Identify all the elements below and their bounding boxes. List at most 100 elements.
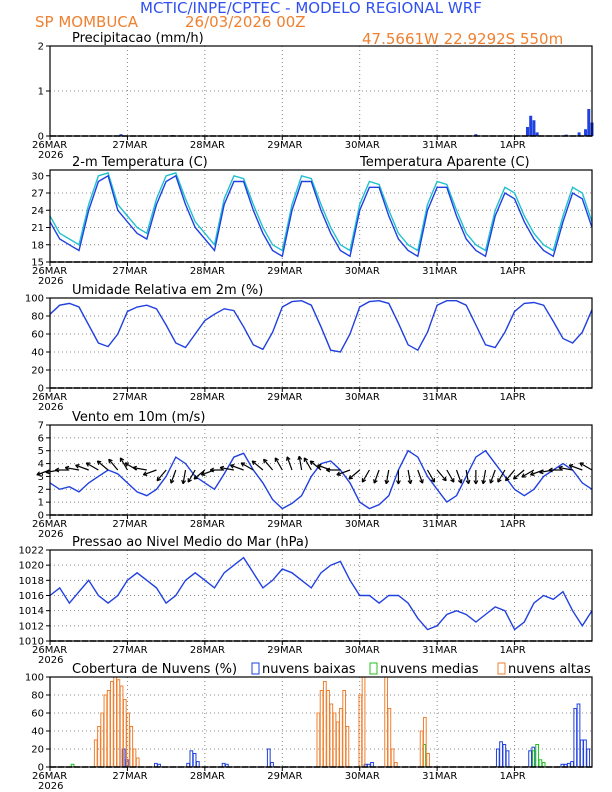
wind-arrow-head bbox=[450, 479, 455, 483]
y-tick-label: 80 bbox=[31, 312, 44, 323]
x-tick-label: 27MAR bbox=[112, 519, 147, 530]
wind-arrow bbox=[579, 462, 593, 471]
legend-swatch-nuvens-medias bbox=[369, 662, 378, 675]
y-tick-label: 30 bbox=[31, 171, 44, 182]
cloud-bar-nuvens-altas bbox=[332, 712, 337, 768]
panel-rh: 0 20 40 60 80 100 26MAR 27MAR 28MAR 29MAR 30MAR 31M… bbox=[25, 283, 593, 413]
x-tick-label: 27MAR bbox=[112, 392, 147, 403]
wind-arrow bbox=[297, 455, 303, 471]
wind-arrow bbox=[219, 465, 234, 471]
wind-arrow-head bbox=[263, 458, 268, 462]
wind-arrow-shaft bbox=[263, 458, 274, 471]
wind-arrow-head bbox=[219, 465, 225, 469]
wind-arrow-head bbox=[326, 467, 331, 471]
x-tick-label: 28MAR bbox=[190, 771, 225, 782]
wind-arrow-head bbox=[310, 460, 315, 463]
y-tick-label: 1022 bbox=[19, 546, 44, 557]
wind-arrow-shaft bbox=[170, 469, 177, 484]
wind-arrow-head bbox=[304, 457, 309, 461]
x-tick-label: 27MAR bbox=[112, 266, 147, 277]
wind-arrow bbox=[497, 469, 506, 483]
cloud-bar-nuvens-altas bbox=[384, 676, 388, 768]
precip-bar bbox=[577, 132, 581, 136]
wind-arrow bbox=[446, 469, 455, 483]
x-tick-label: 26MAR bbox=[32, 645, 67, 656]
y-tick-label: 80 bbox=[31, 691, 44, 702]
cloud-bar-nuvens-altas bbox=[126, 712, 130, 768]
cloud-bar-nuvens-baixas bbox=[573, 708, 578, 768]
cloud-bar-nuvens-altas bbox=[113, 676, 117, 768]
wind-arrow bbox=[85, 462, 99, 471]
x-tick-label: 26MAR bbox=[32, 266, 67, 277]
x-year-label: 2026 bbox=[38, 276, 63, 287]
y-tick-label: 3 bbox=[38, 472, 44, 483]
cloud-bar-nuvens-medias bbox=[532, 750, 536, 768]
wind-arrow bbox=[187, 469, 196, 483]
wind-arrow-shaft bbox=[132, 466, 147, 471]
x-tick-label: 26MAR bbox=[32, 140, 67, 151]
wind-arrow-head bbox=[230, 464, 235, 466]
x-tick-label: 29MAR bbox=[267, 645, 302, 656]
cloud-bar-nuvens-baixas bbox=[195, 761, 200, 768]
wind-arrow-shaft bbox=[182, 469, 187, 484]
wind-arrow bbox=[263, 458, 274, 471]
y-tick-label: 20 bbox=[31, 366, 44, 377]
cloud-bar-nuvens-baixas bbox=[502, 744, 507, 768]
wind-arrow-shaft bbox=[143, 469, 157, 476]
y-tick-label: 4 bbox=[38, 459, 44, 470]
wind-arrow-head bbox=[193, 475, 197, 480]
wind-arrow-head bbox=[298, 455, 303, 460]
cloud-bar-nuvens-altas bbox=[387, 708, 392, 768]
y-tick-label: 5 bbox=[38, 446, 44, 457]
wind-arrow-shaft bbox=[385, 469, 390, 484]
wind-arrow-head bbox=[348, 475, 352, 480]
wind-arrow bbox=[142, 469, 157, 476]
wind-arrow bbox=[361, 469, 370, 483]
x-tick-label: 26MAR bbox=[32, 392, 67, 403]
cloud-bar-nuvens-baixas bbox=[495, 748, 500, 768]
wind-arrow-head bbox=[317, 464, 322, 466]
cloud-bar-nuvens-altas bbox=[129, 726, 134, 768]
legend-swatch-nuvens-altas bbox=[497, 662, 506, 675]
wind-arrow-shaft bbox=[558, 466, 573, 471]
x-tick-label: 30MAR bbox=[345, 771, 380, 782]
wind-arrow-head bbox=[521, 473, 525, 478]
wind-arrow-head bbox=[548, 467, 553, 471]
wind-arrow-head bbox=[36, 471, 40, 476]
wind-arrow bbox=[119, 457, 128, 471]
wind-arrow-head bbox=[274, 457, 280, 461]
wind-arrow bbox=[229, 464, 244, 471]
y-tick-label: 1018 bbox=[19, 576, 44, 587]
wind-arrow-head bbox=[481, 479, 484, 484]
wind-arrow bbox=[504, 469, 516, 482]
wind-arrow-head bbox=[430, 479, 435, 483]
wind-arrow-shaft bbox=[568, 464, 583, 471]
cloud-bar-nuvens-altas bbox=[135, 757, 140, 768]
legend-apparent-temp: Temperatura Aparente (C) bbox=[359, 155, 530, 170]
y-tick-label: 15 bbox=[31, 258, 44, 269]
wind-arrow-head bbox=[465, 480, 470, 485]
wind-arrow-shaft bbox=[521, 469, 535, 478]
wind-arrow-head bbox=[489, 479, 492, 484]
x-tick-label: 31MAR bbox=[422, 645, 457, 656]
header-location: SP MOMBUCA bbox=[35, 13, 139, 31]
cloud-bar-nuvens-altas bbox=[345, 726, 350, 768]
x-tick-label: 31MAR bbox=[422, 392, 457, 403]
wind-arrow-shaft bbox=[96, 460, 109, 471]
y-tick-label: 24 bbox=[31, 206, 44, 217]
wind-arrow bbox=[309, 460, 322, 471]
wind-arrow bbox=[285, 456, 293, 471]
x-tick-label: 30MAR bbox=[345, 140, 380, 151]
wind-arrow-shaft bbox=[446, 469, 455, 483]
x-tick-label: 26MAR bbox=[32, 771, 67, 782]
x-year-label: 2026 bbox=[38, 529, 63, 540]
y-tick-label: 0 bbox=[38, 384, 44, 395]
wind-arrow-shaft bbox=[417, 469, 424, 484]
wind-arrow-shaft bbox=[373, 469, 380, 484]
series-line-rh bbox=[49, 299, 593, 353]
wind-arrow-shaft bbox=[579, 462, 593, 471]
wind-arrow bbox=[181, 469, 187, 485]
wind-arrow bbox=[303, 457, 312, 471]
y-tick-label: 0 bbox=[38, 763, 44, 774]
